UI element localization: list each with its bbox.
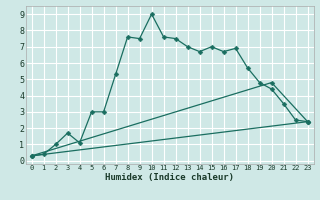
X-axis label: Humidex (Indice chaleur): Humidex (Indice chaleur) — [105, 173, 234, 182]
